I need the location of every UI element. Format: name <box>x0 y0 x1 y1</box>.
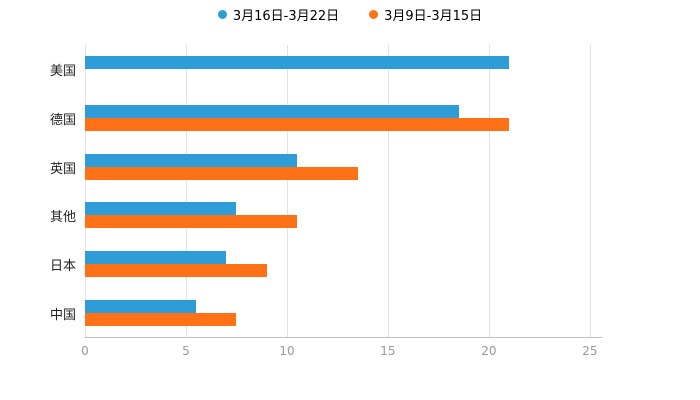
x-axis-labels: 0 5 10 15 20 25 <box>81 344 602 362</box>
bar-group-1 <box>85 45 602 94</box>
bar-series2-cat4 <box>85 215 298 229</box>
bar-series1-cat6 <box>85 299 197 313</box>
plot-area <box>85 45 602 338</box>
x-tick-label: 25 <box>582 344 598 358</box>
category-label-6: 中国 <box>49 308 76 324</box>
category-label-5: 日本 <box>49 259 76 275</box>
category-label-4: 其他 <box>49 210 76 226</box>
bar-series2-cat2 <box>85 118 510 131</box>
bar-series1-cat5 <box>85 251 227 265</box>
bar-series2-cat5 <box>85 264 267 278</box>
bar-series1-cat3 <box>85 153 298 167</box>
legend-item-2[interactable]: 3月9日-3月15日 <box>369 5 482 24</box>
gridline <box>185 45 187 337</box>
y-axis-labels: 美国德国英国其他日本中国 <box>0 45 76 338</box>
category-label-2: 德国 <box>49 112 76 128</box>
bar-series2-cat6 <box>85 312 237 326</box>
bar-series1-cat1 <box>85 56 510 70</box>
bar-group-4 <box>85 191 602 240</box>
x-tick-label: 15 <box>380 344 396 358</box>
bar-group-5 <box>85 240 602 289</box>
legend-label: 3月16日-3月22日 <box>232 9 340 24</box>
bar-rows <box>85 45 602 337</box>
chart-legend: 3月16日-3月22日 3月9日-3月15日 <box>0 5 700 24</box>
legend-marker-icon <box>369 10 379 19</box>
legend-item-1[interactable]: 3月16日-3月22日 <box>217 5 340 24</box>
bar-series1-cat2 <box>85 105 459 118</box>
x-tick-label: 10 <box>279 344 295 358</box>
category-label-1: 美国 <box>49 63 76 79</box>
bar-group-2 <box>85 94 602 143</box>
gridline <box>286 45 288 337</box>
bar-series2-cat3 <box>85 166 358 180</box>
category-label-3: 英国 <box>49 161 76 177</box>
gridline <box>387 45 389 337</box>
x-tick-label: 20 <box>481 344 497 358</box>
bar-series1-cat4 <box>85 202 237 216</box>
x-tick-label: 0 <box>81 344 89 358</box>
gridline <box>488 45 490 337</box>
x-tick-label: 5 <box>182 344 190 358</box>
bar-group-3 <box>85 142 602 191</box>
legend-label: 3月9日-3月15日 <box>384 9 483 24</box>
gridline <box>589 45 591 337</box>
legend-marker-icon <box>217 10 227 19</box>
gridline <box>85 45 86 337</box>
bar-group-6 <box>85 288 602 337</box>
